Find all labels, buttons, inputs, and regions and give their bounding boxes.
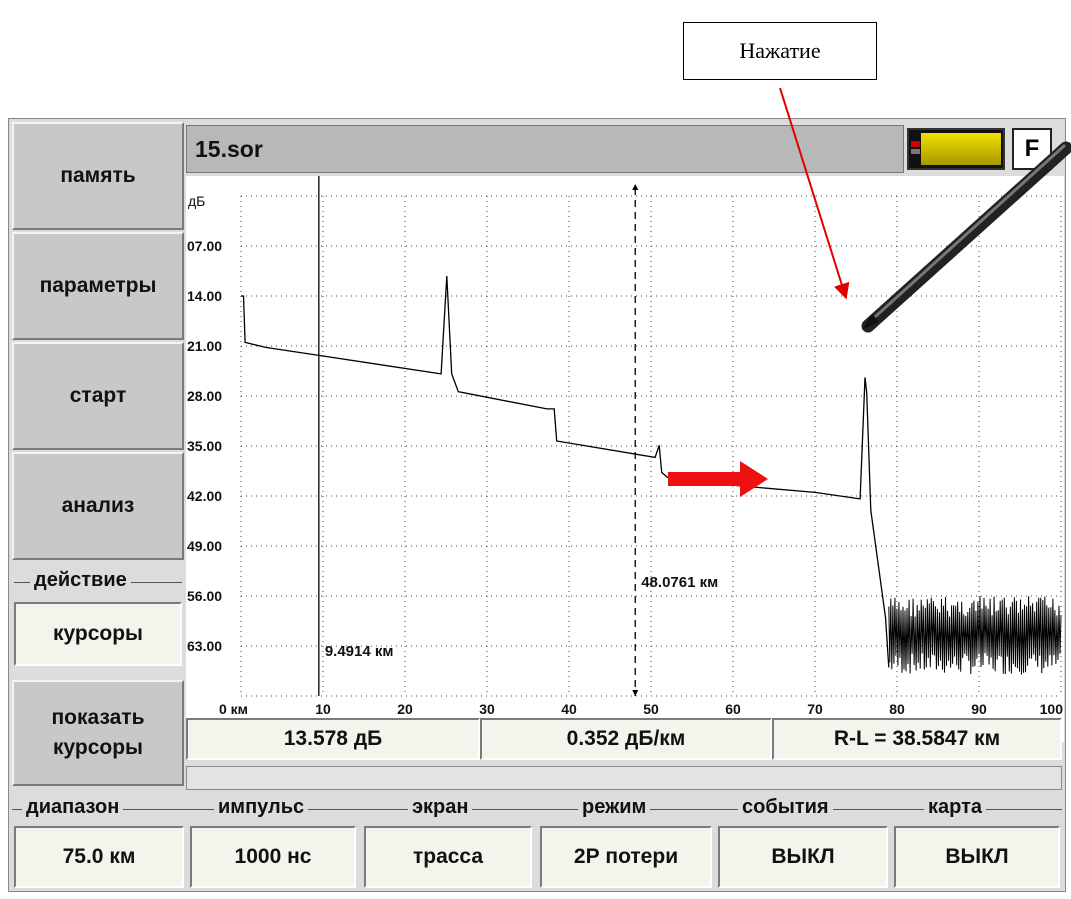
bottom-group-line: [12, 809, 1062, 810]
y-unit-label: дБ: [188, 193, 205, 209]
y-tick-label: 42.00: [187, 488, 222, 504]
analysis-button-label: анализ: [61, 493, 135, 517]
x-tick-label: 60: [725, 701, 741, 717]
battery-indicator: [907, 128, 1005, 170]
file-title-bar: 15.sor: [186, 125, 904, 173]
x-tick-label: 20: [397, 701, 413, 717]
events-label: события: [738, 796, 833, 819]
y-tick-label: 56.00: [187, 588, 222, 604]
status-bar: [186, 766, 1062, 790]
attenuation-value: 0.352 дБ/км: [566, 727, 686, 750]
y-tick-label: 63.00: [187, 638, 222, 654]
x-tick-label: 100: [1040, 701, 1064, 717]
action-cursors-selector[interactable]: курсоры: [14, 602, 182, 666]
analysis-button[interactable]: анализ: [12, 452, 184, 560]
f-button-label: F: [1024, 135, 1040, 162]
action-value: курсоры: [52, 622, 143, 645]
battery-fill: [921, 133, 1001, 165]
start-button[interactable]: старт: [12, 342, 184, 450]
distance-readout: R-L = 38.5847 км: [772, 718, 1062, 760]
battery-red-segment: [911, 141, 920, 147]
noise-trace: [888, 596, 1062, 675]
memory-button[interactable]: память: [12, 122, 184, 230]
show-cursors-line-1: показать: [51, 705, 145, 729]
show-cursors-line-2: курсоры: [52, 736, 143, 759]
show-cursors-button[interactable]: показать курсоры: [12, 680, 184, 786]
cursor-solid-label: 9.4914 км: [325, 643, 394, 660]
cursor-top-marker: [632, 184, 639, 190]
range-value: 75.0 км: [62, 845, 136, 868]
action-group-label: действие: [30, 569, 131, 592]
y-tick-label: 21.00: [187, 338, 222, 354]
cursor-dashed-label: 48.0761 км: [641, 574, 718, 591]
range-selector[interactable]: 75.0 км: [14, 826, 184, 888]
stylus-pen-icon: [861, 141, 1071, 333]
x-tick-label: 10: [315, 701, 331, 717]
y-tick-label: 49.00: [187, 538, 222, 554]
x-tick-label: 40: [561, 701, 577, 717]
pressing-callout-box: Нажатие: [683, 22, 877, 80]
cursor-bottom-marker: [632, 690, 639, 696]
mode-value: 2Р потери: [573, 845, 679, 868]
mode-selector[interactable]: 2Р потери: [540, 826, 712, 888]
x-tick-label: 30: [479, 701, 495, 717]
distance-value: R-L = 38.5847 км: [833, 727, 1001, 750]
pulse-value: 1000 нс: [234, 845, 312, 868]
y-tick-label: 28.00: [187, 388, 222, 404]
trace-plot-area[interactable]: дБ 07.00 14.00 21.00 28.00 35.00 42.00 49.00 56.…: [186, 176, 1064, 742]
parameters-button[interactable]: параметры: [12, 232, 184, 340]
x-tick-label: 80: [889, 701, 905, 717]
range-label: диапазон: [22, 796, 124, 819]
events-selector[interactable]: ВЫКЛ: [718, 826, 888, 888]
mode-label: режим: [578, 796, 651, 819]
screen-selector[interactable]: трасса: [364, 826, 532, 888]
callout-pointer-arrow: [779, 87, 850, 300]
x-tick-label: 0 км: [219, 701, 248, 717]
reflectogram-chart[interactable]: дБ 07.00 14.00 21.00 28.00 35.00 42.00 49.00 56.…: [186, 176, 1064, 742]
y-tick-label: 14.00: [187, 288, 222, 304]
x-tick-label: 70: [807, 701, 823, 717]
start-button-label: старт: [69, 383, 127, 407]
parameters-button-label: параметры: [39, 273, 157, 297]
pulse-selector[interactable]: 1000 нс: [190, 826, 356, 888]
callout-text: Нажатие: [739, 38, 821, 63]
battery-gray-segment: [911, 149, 920, 154]
events-value: ВЫКЛ: [771, 845, 835, 868]
file-name: 15.sor: [195, 135, 263, 162]
screen-value: трасса: [412, 845, 484, 868]
pulse-label: импульс: [214, 796, 309, 819]
map-label: карта: [924, 796, 987, 819]
trace-line: [241, 275, 890, 668]
attenuation-readout: 0.352 дБ/км: [480, 718, 772, 760]
loss-value: 13.578 дБ: [283, 727, 383, 750]
loss-readout: 13.578 дБ: [186, 718, 480, 760]
map-value: ВЫКЛ: [945, 845, 1009, 868]
red-event-arrow-icon: [668, 461, 768, 497]
y-tick-label: 07.00: [187, 238, 222, 254]
memory-button-label: память: [60, 163, 136, 187]
x-tick-label: 90: [971, 701, 987, 717]
x-tick-label: 50: [643, 701, 659, 717]
map-selector[interactable]: ВЫКЛ: [894, 826, 1060, 888]
y-tick-label: 35.00: [187, 438, 222, 454]
screen-label: экран: [408, 796, 473, 819]
